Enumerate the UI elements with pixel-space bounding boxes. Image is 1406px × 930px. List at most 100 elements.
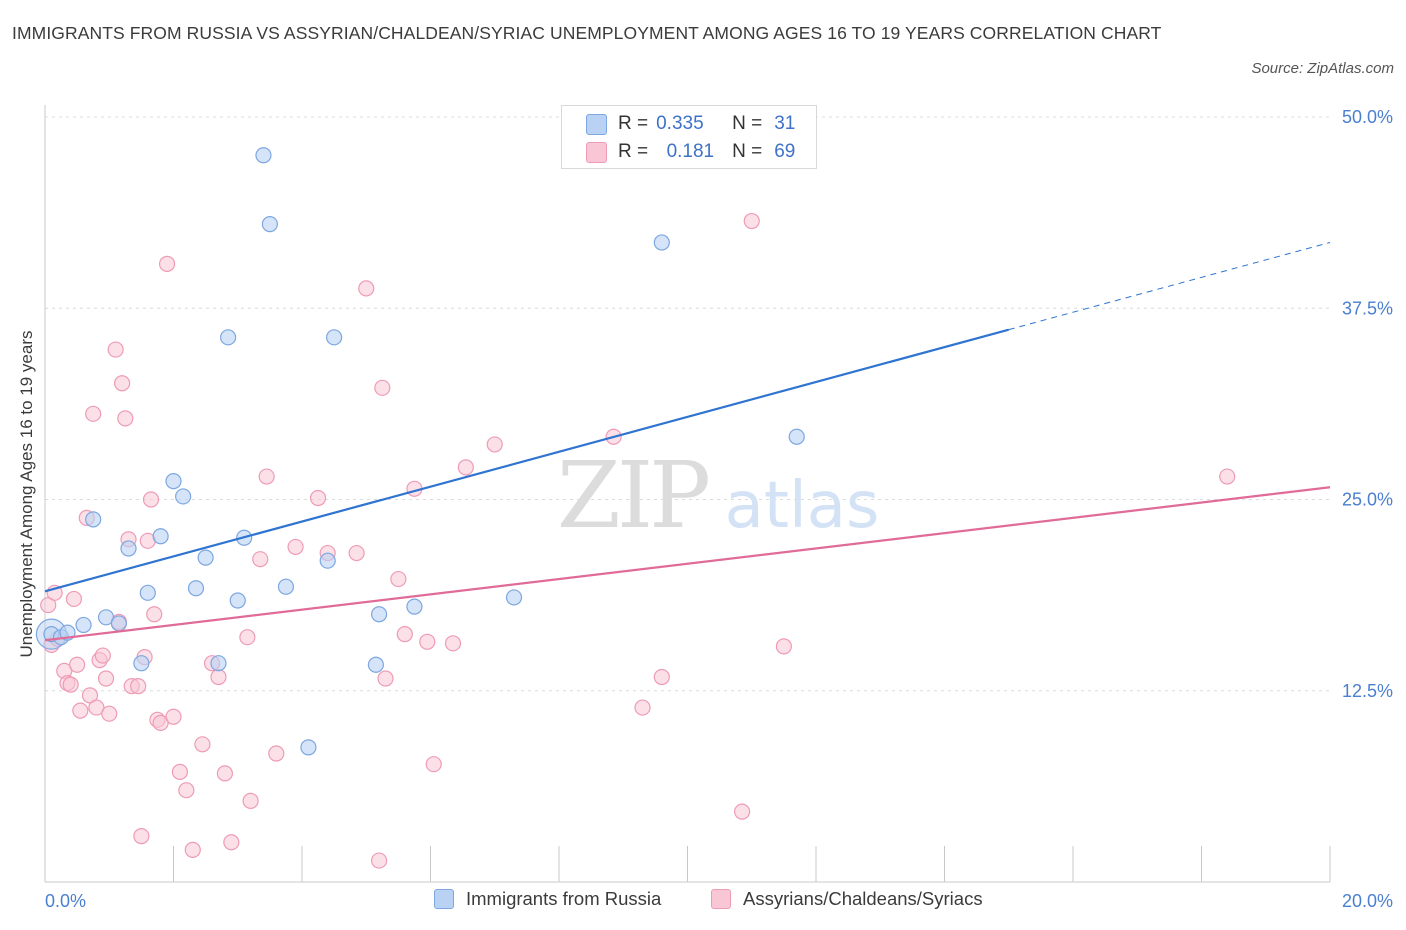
watermark-atlas: atlas bbox=[725, 469, 880, 543]
data-point-assyrian bbox=[142, 491, 160, 508]
source-label: Source: ZipAtlas.com bbox=[1251, 60, 1394, 77]
y-tick-label: 37.5% bbox=[1342, 298, 1393, 318]
watermark: ZIP atlas bbox=[557, 442, 879, 549]
trend-line-assyrian bbox=[44, 486, 1331, 642]
data-point-assyrian bbox=[165, 708, 182, 725]
data-point-assyrian bbox=[444, 635, 462, 652]
data-point-assyrian bbox=[94, 647, 111, 664]
data-point-russia bbox=[261, 216, 278, 233]
data-point-assyrian bbox=[88, 699, 105, 716]
legend-swatch-blue bbox=[434, 889, 454, 909]
r-value: 0.181 bbox=[666, 141, 715, 162]
chart-title: IMMIGRANTS FROM RUSSIA VS ASSYRIAN/CHALD… bbox=[12, 23, 1162, 43]
data-point-assyrian bbox=[101, 705, 118, 722]
data-point-russia bbox=[220, 329, 237, 346]
data-point-assyrian bbox=[117, 410, 134, 427]
data-point-russia bbox=[319, 552, 336, 569]
data-point-assyrian bbox=[107, 341, 124, 358]
data-point-russia bbox=[133, 655, 150, 672]
data-point-assyrian bbox=[158, 255, 176, 272]
data-point-assyrian bbox=[133, 827, 150, 845]
data-point-assyrian bbox=[419, 633, 436, 650]
data-point-assyrian bbox=[287, 538, 304, 556]
data-point-russia bbox=[75, 616, 92, 634]
data-point-assyrian bbox=[97, 670, 115, 687]
data-point-assyrian bbox=[184, 841, 201, 858]
trend-line-russia-extension bbox=[1008, 241, 1331, 331]
stats-legend: R = 0.335 N = 31 R = 0.181 N = 69 bbox=[561, 105, 817, 169]
n-label: N = bbox=[732, 113, 763, 134]
data-point-assyrian bbox=[210, 668, 227, 686]
swatch-blue bbox=[586, 113, 607, 135]
data-point-assyrian bbox=[358, 280, 375, 297]
data-point-russia bbox=[85, 511, 102, 528]
series-blue-points bbox=[35, 147, 805, 756]
data-point-russia bbox=[187, 580, 205, 597]
n-value: 31 bbox=[774, 113, 796, 134]
stats-row-assyrian: R = 0.181 N = 69 bbox=[586, 139, 795, 165]
data-point-russia bbox=[197, 549, 214, 566]
data-point-assyrian bbox=[743, 212, 760, 230]
data-point-assyrian bbox=[348, 544, 365, 562]
data-point-russia bbox=[326, 329, 343, 346]
data-point-assyrian bbox=[775, 638, 792, 655]
data-point-russia bbox=[277, 578, 295, 595]
data-point-assyrian bbox=[171, 763, 189, 780]
swatch-pink bbox=[586, 141, 607, 163]
data-point-assyrian bbox=[239, 629, 256, 646]
legend-item-assyrian[interactable]: Assyrians/Chaldeans/Syriacs bbox=[711, 888, 983, 910]
series-pink-points bbox=[40, 212, 1236, 869]
data-point-assyrian bbox=[223, 834, 240, 851]
r-value: 0.335 bbox=[656, 113, 704, 134]
y-tick-label: 25.0% bbox=[1342, 490, 1393, 510]
data-point-assyrian bbox=[390, 570, 407, 588]
data-point-russia bbox=[505, 589, 523, 606]
data-point-assyrian bbox=[653, 668, 670, 686]
data-point-assyrian bbox=[634, 699, 651, 716]
watermark-zip: ZIP bbox=[557, 442, 708, 549]
data-point-russia bbox=[229, 592, 246, 609]
axes bbox=[44, 105, 1331, 883]
legend-label-russia: Immigrants from Russia bbox=[466, 888, 662, 909]
data-point-assyrian bbox=[1219, 468, 1236, 485]
data-point-russia bbox=[120, 540, 137, 557]
n-value: 69 bbox=[774, 141, 796, 162]
data-point-assyrian bbox=[242, 792, 259, 810]
data-point-russia bbox=[788, 428, 805, 445]
data-point-assyrian bbox=[146, 606, 163, 623]
data-point-russia bbox=[653, 234, 670, 251]
data-point-russia bbox=[110, 615, 127, 632]
data-point-russia bbox=[300, 739, 317, 756]
data-point-assyrian bbox=[72, 702, 89, 719]
n-label: N = bbox=[732, 141, 763, 162]
r-label: R = bbox=[618, 113, 649, 134]
data-point-assyrian bbox=[113, 375, 131, 392]
data-point-russia bbox=[175, 488, 192, 505]
y-tick-label: 50.0% bbox=[1342, 107, 1393, 127]
data-point-assyrian bbox=[457, 459, 474, 476]
stats-row-russia: R = 0.335 N = 31 bbox=[586, 111, 795, 137]
data-point-russia bbox=[139, 584, 156, 601]
x-tick-label: 0.0% bbox=[45, 891, 86, 911]
data-point-assyrian bbox=[268, 745, 285, 762]
data-point-russia bbox=[367, 656, 384, 673]
data-point-assyrian bbox=[396, 626, 413, 643]
data-point-assyrian bbox=[62, 676, 79, 693]
data-point-assyrian bbox=[486, 436, 503, 453]
data-point-russia bbox=[255, 147, 272, 164]
data-point-russia bbox=[371, 606, 388, 623]
data-point-russia bbox=[165, 473, 182, 490]
data-point-assyrian bbox=[374, 379, 391, 396]
data-point-assyrian bbox=[258, 468, 275, 485]
data-point-assyrian bbox=[152, 714, 169, 731]
data-point-russia bbox=[97, 609, 115, 626]
legend-label-assyrian: Assyrians/Chaldeans/Syriacs bbox=[743, 888, 983, 909]
data-point-assyrian bbox=[309, 489, 327, 507]
data-point-assyrian bbox=[85, 405, 102, 422]
data-point-russia bbox=[152, 528, 169, 545]
data-point-assyrian bbox=[734, 803, 751, 820]
y-tick-label: 12.5% bbox=[1342, 681, 1393, 701]
r-label: R = bbox=[618, 141, 649, 162]
legend-item-russia[interactable]: Immigrants from Russia bbox=[434, 888, 661, 910]
